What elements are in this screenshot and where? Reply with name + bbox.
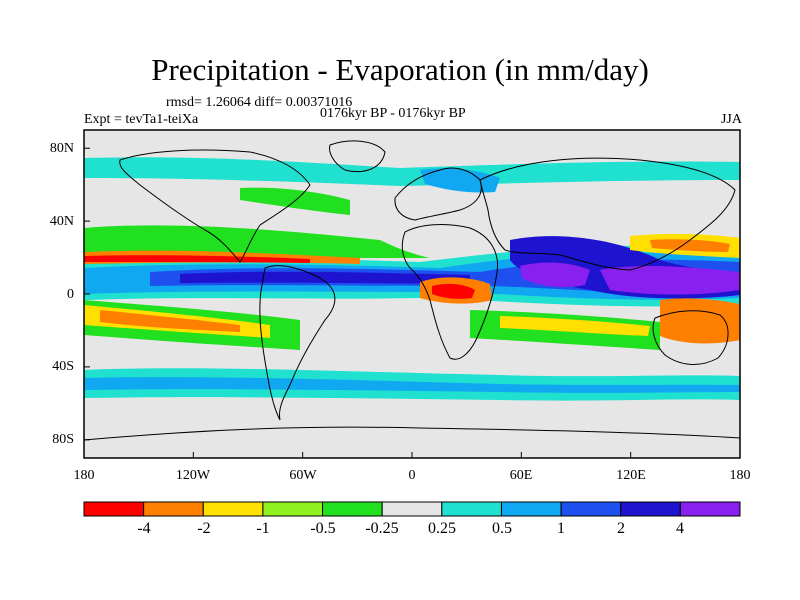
eurasia-blue-patch: [420, 168, 500, 193]
europe-outline: [394, 167, 482, 221]
stats-text: rmsd= 1.26064 diff= 0.00371016: [166, 95, 353, 110]
colorbar-label: -2: [197, 520, 211, 537]
australia-outline: [652, 310, 729, 365]
colorbar-segment: [441, 501, 502, 517]
colorbar-label: -4: [137, 520, 151, 537]
x-tick-label: 180: [73, 468, 95, 483]
precip-evap-field: [84, 157, 740, 401]
north-pacific-red: [84, 255, 310, 263]
x-tick-label: 60E: [509, 468, 533, 483]
colorbar-label: -1: [256, 520, 270, 537]
x-tick-label: 120E: [616, 468, 646, 483]
south-america-outline: [259, 265, 336, 421]
x-tick-label: 0: [408, 468, 416, 483]
axis-ticks: [83, 147, 741, 458]
africa-red-patch: [432, 283, 475, 299]
antarctica-outline: [84, 426, 740, 441]
x-tick-label: 180: [729, 468, 751, 483]
x-tick-label: 120W: [175, 468, 211, 483]
colorbar-label: 0.25: [428, 520, 456, 537]
colorbar-label: 0.5: [492, 520, 512, 537]
colorbar-segment: [202, 501, 264, 517]
colorbar-segment: [679, 501, 741, 517]
colorbar-segment: [620, 501, 681, 517]
colorbar-label: 2: [617, 520, 625, 537]
colorbar-label: 4: [676, 520, 684, 537]
colorbar-segment: [500, 501, 562, 517]
colorbar-segment: [262, 501, 324, 517]
pacific-warm-pool-purple: [600, 266, 740, 295]
itcz-darkblue-band: [180, 271, 470, 284]
experiment-label: Expt = tevTa1-teiXa: [84, 112, 199, 127]
australia-orange: [660, 298, 740, 344]
colorbar-label: -0.25: [365, 520, 399, 537]
africa-outline: [401, 224, 499, 360]
y-tick-label: 80S: [52, 432, 74, 447]
greenland-outline: [329, 140, 386, 173]
x-tick-label: 60W: [289, 468, 317, 483]
colorbar-label: 1: [557, 520, 565, 537]
y-tick-label: 0: [67, 287, 74, 302]
colorbar-segment: [560, 501, 622, 517]
y-tick-label: 40S: [52, 359, 74, 374]
south-indian-yellow: [500, 316, 650, 336]
colorbar-segment: [322, 501, 383, 517]
south-pacific-orange: [100, 310, 240, 332]
north-atlantic-cyan: [84, 157, 740, 186]
y-tick-label: 40N: [49, 214, 74, 229]
y-tick-label: 80N: [49, 141, 74, 156]
coastlines: [84, 140, 740, 441]
season-label: JJA: [720, 112, 742, 127]
colorbar-label: -0.5: [310, 520, 336, 537]
colorbar-segment: [83, 501, 145, 517]
page-title: Precipitation - Evaporation (in mm/day): [151, 52, 649, 87]
period-label: 0176kyr BP - 0176kyr BP: [320, 106, 466, 121]
west-pacific-north-orange: [650, 239, 730, 252]
indian-ocean-purple: [520, 262, 590, 288]
colorbar: [83, 501, 741, 517]
north-subtropic-green-band: [84, 225, 430, 258]
asia-outline: [479, 157, 736, 271]
north-america-outline: [119, 149, 311, 263]
colorbar-segment: [381, 501, 443, 517]
southern-storm-track-lightblue: [84, 377, 740, 393]
colorbar-segment: [143, 501, 204, 517]
